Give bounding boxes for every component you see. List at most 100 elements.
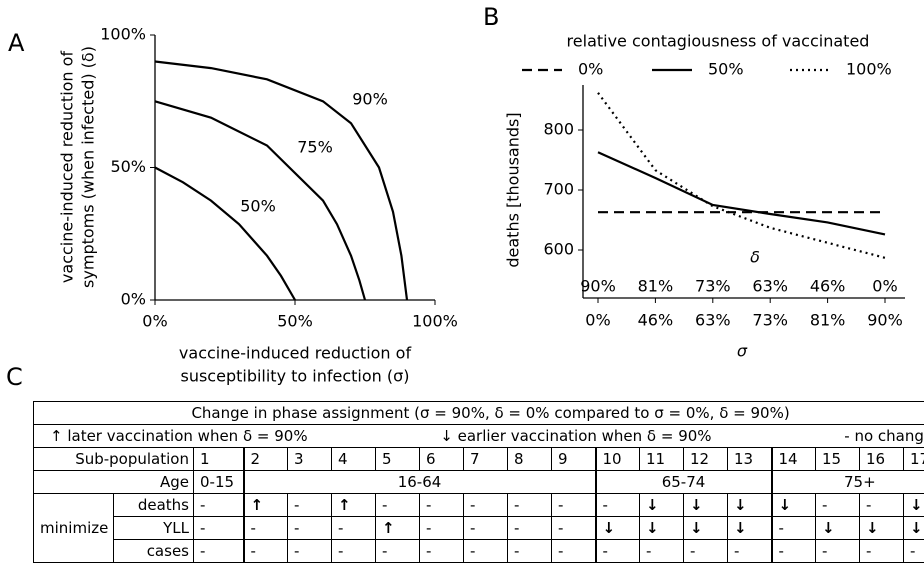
table-cell: ↑ bbox=[331, 493, 376, 517]
x-tick-label: 100% bbox=[412, 312, 458, 331]
table-cell: ↓ bbox=[902, 516, 924, 540]
age-group: 0-15 bbox=[193, 470, 244, 494]
table-cell: ↑ bbox=[242, 493, 288, 517]
table-cell: ↓ bbox=[770, 493, 816, 517]
table-cell: ↓ bbox=[727, 516, 772, 540]
table-cell: - bbox=[287, 516, 332, 540]
x-tick-label: 81% bbox=[810, 311, 846, 330]
table-cell: ↑ bbox=[375, 516, 420, 540]
legend-label: 0% bbox=[578, 60, 603, 79]
curve bbox=[154, 60, 409, 301]
table-cell: - bbox=[193, 493, 244, 517]
curve bbox=[154, 100, 367, 301]
age-group: 65-74 bbox=[594, 470, 772, 494]
panel-label: A bbox=[8, 29, 25, 57]
curve-label: 75% bbox=[297, 138, 333, 157]
y-axis-label: deaths [thousands] bbox=[504, 112, 523, 267]
table-cell: - bbox=[419, 539, 464, 563]
legend-label: 100% bbox=[846, 60, 892, 79]
column-header: 5 bbox=[375, 447, 420, 471]
curve bbox=[154, 166, 296, 301]
table-cell: ↓ bbox=[815, 516, 860, 540]
table-cell: - bbox=[727, 539, 772, 563]
table-cell: - bbox=[287, 539, 332, 563]
table-cell: - bbox=[193, 539, 244, 563]
table-cell: - bbox=[551, 539, 596, 563]
table-cell: - bbox=[419, 493, 464, 517]
table-cell: - bbox=[331, 539, 376, 563]
column-header: 7 bbox=[463, 447, 508, 471]
x2-tick-label: 81% bbox=[638, 277, 674, 296]
table-cell: - bbox=[463, 516, 508, 540]
y-tick-label: 700 bbox=[543, 180, 574, 199]
y-tick-label: 50% bbox=[110, 157, 146, 176]
column-header: 9 bbox=[551, 447, 596, 471]
x-tick-label: 46% bbox=[638, 311, 674, 330]
legend-line: ↑ later vaccination when δ = 90% ↓ earlie… bbox=[40, 426, 924, 447]
legend-label: 50% bbox=[708, 60, 744, 79]
table-cell: - bbox=[331, 516, 376, 540]
table-cell: - bbox=[859, 493, 904, 517]
table-cell: - bbox=[375, 539, 420, 563]
line bbox=[597, 151, 886, 236]
table-cell: - bbox=[594, 539, 640, 563]
table-title: Change in phase assignment (σ = 90%, δ =… bbox=[33, 401, 924, 425]
table-cell: - bbox=[815, 539, 860, 563]
row-header: Age bbox=[33, 470, 194, 494]
legend-title: relative contagiousness of vaccinated bbox=[567, 32, 870, 51]
x-axis-label: susceptibility to infection (σ) bbox=[180, 367, 409, 386]
x-tick-label: 0% bbox=[142, 312, 167, 331]
table-cell: ↓ bbox=[683, 516, 728, 540]
row-group-label: minimize bbox=[33, 493, 114, 563]
column-header: 6 bbox=[419, 447, 464, 471]
curve-label: 90% bbox=[352, 90, 388, 109]
age-group: 75+ bbox=[770, 470, 924, 494]
table-cell: - bbox=[507, 493, 552, 517]
table-cell: - bbox=[419, 516, 464, 540]
row-label: YLL bbox=[113, 516, 194, 540]
table-cell: - bbox=[375, 493, 420, 517]
legend-item: ↑ later vaccination when δ = 90% bbox=[50, 427, 308, 445]
column-header: 1 bbox=[193, 447, 244, 471]
age-group: 16-64 bbox=[242, 470, 596, 494]
column-header: 10 bbox=[594, 447, 640, 471]
table-cell: - bbox=[463, 493, 508, 517]
legend-item: ↓ earlier vaccination when δ = 90% bbox=[440, 427, 712, 445]
table-cell: - bbox=[594, 493, 640, 517]
table-cell: - bbox=[242, 539, 288, 563]
x2-axis-label: δ bbox=[750, 248, 760, 267]
column-header: 11 bbox=[639, 447, 684, 471]
y-axis-label: symptoms (when infected) (δ) bbox=[79, 46, 98, 288]
y-tick-label: 100% bbox=[100, 25, 146, 44]
x-tick-label: 63% bbox=[695, 311, 731, 330]
table-cell: - bbox=[242, 516, 288, 540]
table-cell: ↓ bbox=[639, 516, 684, 540]
column-header: 17 bbox=[902, 447, 924, 471]
table-cell: - bbox=[463, 539, 508, 563]
column-header: 15 bbox=[815, 447, 860, 471]
table-cell: ↓ bbox=[727, 493, 772, 517]
table-cell: - bbox=[683, 539, 728, 563]
x-axis-label: vaccine-induced reduction of bbox=[179, 344, 412, 363]
y-tick-label: 800 bbox=[543, 120, 574, 139]
table-cell: - bbox=[815, 493, 860, 517]
table-row: ↑ later vaccination when δ = 90% ↓ earlie… bbox=[33, 424, 924, 448]
table-cell: - bbox=[770, 516, 816, 540]
x2-tick-label: 63% bbox=[752, 277, 788, 296]
column-header: 3 bbox=[287, 447, 332, 471]
x2-tick-label: 46% bbox=[810, 277, 846, 296]
table-row: YLL - - - - ↑ - - - - ↓ ↓ ↓ ↓ - ↓ ↓ ↓ bbox=[34, 516, 924, 540]
row-label: cases bbox=[113, 539, 194, 563]
panel-label: B bbox=[483, 3, 499, 31]
legend-item: - no change bbox=[844, 427, 924, 445]
table-cell: - bbox=[193, 516, 244, 540]
table-row: Change in phase assignment (σ = 90%, δ =… bbox=[33, 401, 924, 425]
table: Change in phase assignment (σ = 90%, δ =… bbox=[33, 401, 924, 563]
curve-label: 50% bbox=[240, 197, 276, 216]
table-cell: - bbox=[507, 539, 552, 563]
x-tick-label: 90% bbox=[867, 311, 903, 330]
x2-tick-label: 0% bbox=[872, 277, 897, 296]
column-header: 13 bbox=[727, 447, 772, 471]
column-header: 8 bbox=[507, 447, 552, 471]
